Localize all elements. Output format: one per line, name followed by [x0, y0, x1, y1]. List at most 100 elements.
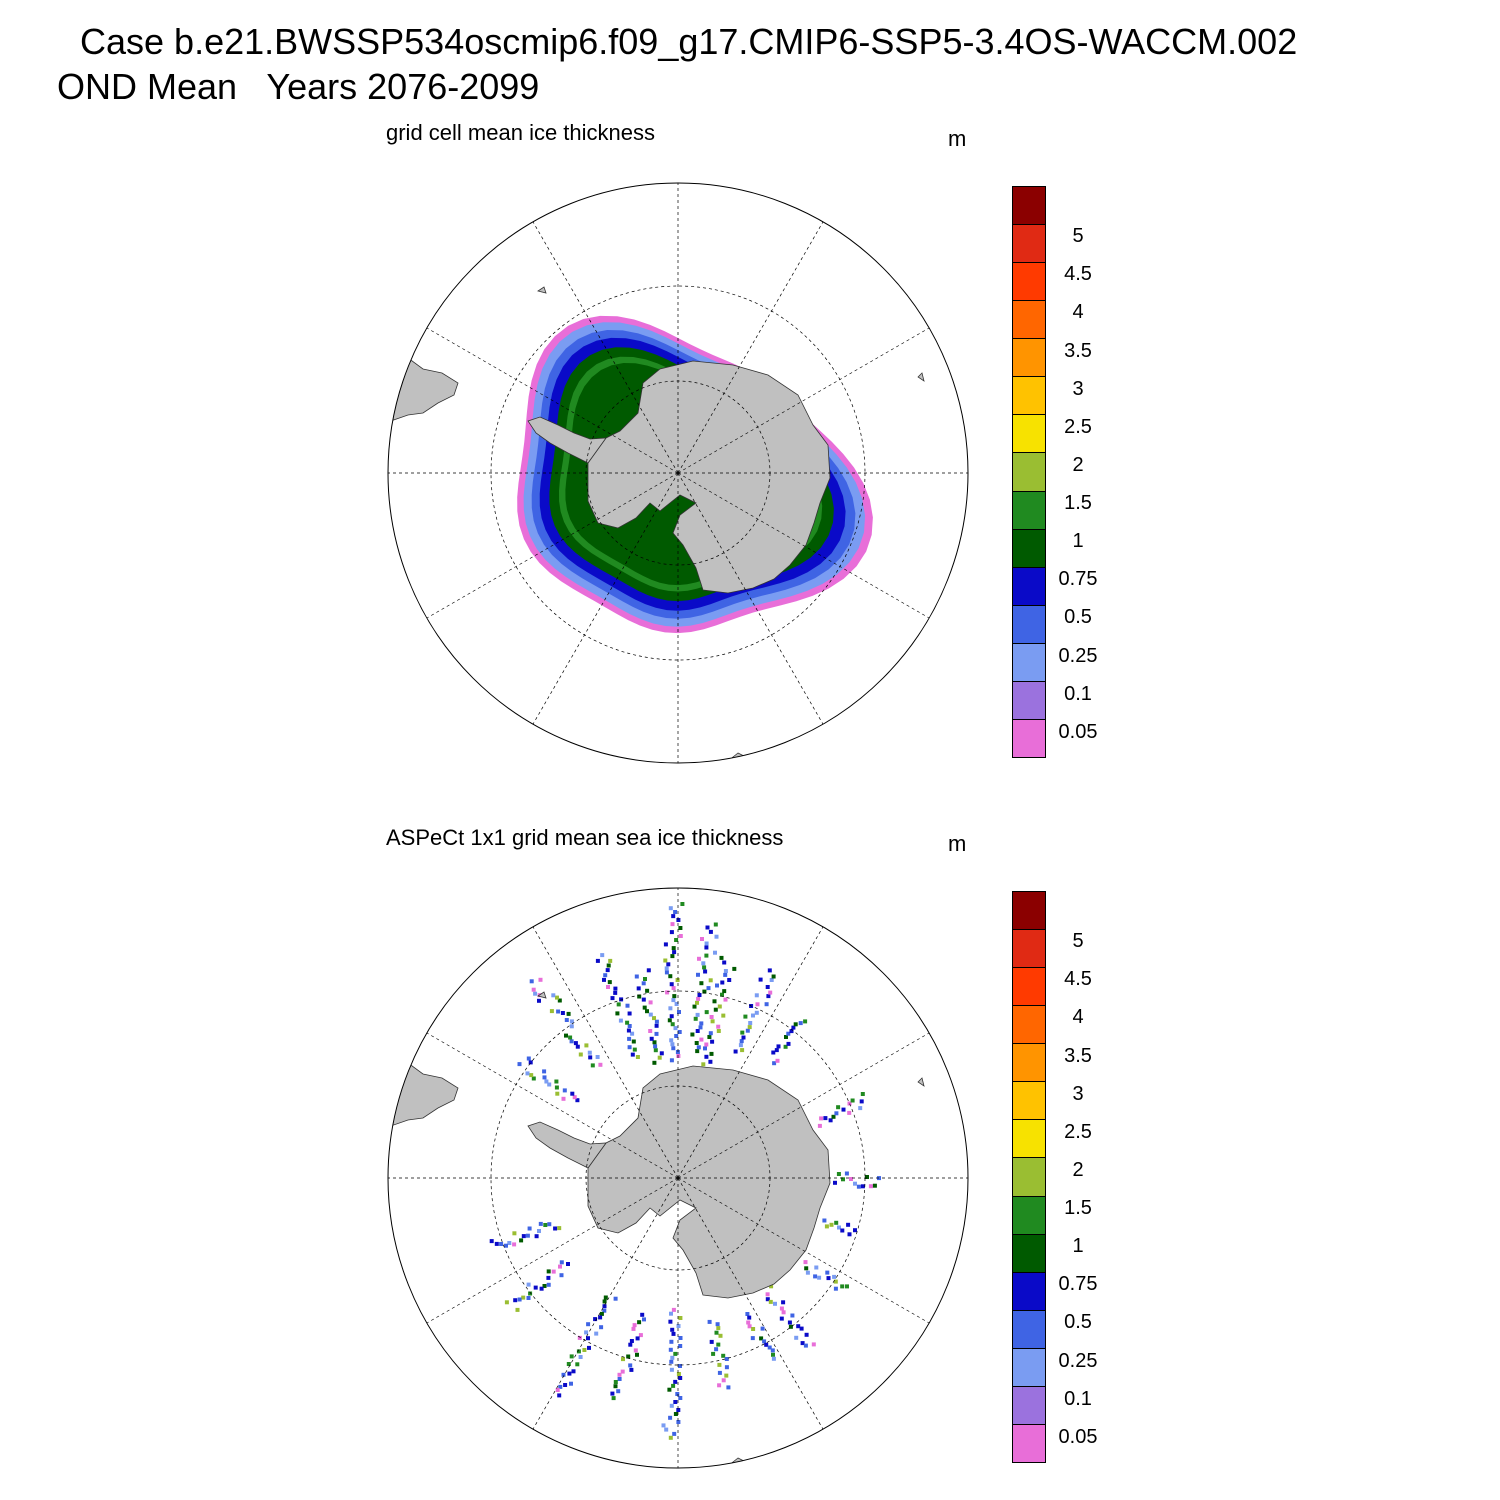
colorbar-box [1013, 1081, 1045, 1120]
obs-ice-cell [787, 1320, 792, 1325]
obs-ice-cell [534, 1234, 539, 1239]
obs-ice-cell [747, 1025, 752, 1030]
obs-ice-cell [840, 1284, 845, 1289]
obs-ice-cell [767, 968, 772, 973]
obs-ice-cell [669, 982, 674, 987]
obs-ice-cell [542, 1075, 547, 1080]
obs-ice-cell [631, 1039, 636, 1044]
obs-ice-cell [803, 1343, 808, 1348]
obs-ice-cell [551, 993, 556, 998]
obs-ice-cell [543, 1223, 548, 1227]
obs-ice-cell [575, 1362, 580, 1367]
obs-ice-cell [494, 1241, 499, 1246]
obs-ice-cell [850, 1098, 855, 1103]
obs-ice-cell [645, 1009, 649, 1014]
obs-ice-cell [740, 1048, 745, 1053]
colorbar-box [1013, 452, 1045, 491]
colorbar-box [1013, 566, 1045, 605]
obs-ice-cell [529, 979, 534, 984]
obs-ice-cell [723, 972, 728, 977]
obs-ice-cell [620, 1369, 625, 1374]
obs-ice-cell [670, 954, 675, 959]
obs-ice-cell [657, 1055, 662, 1060]
obs-ice-cell [573, 1041, 578, 1046]
obs-ice-cell [626, 1028, 631, 1033]
obs-ice-cell [555, 1091, 560, 1096]
obs-ice-cell [724, 1373, 729, 1378]
island-2 [537, 286, 547, 294]
obs-ice-cell [853, 1181, 857, 1186]
obs-ice-cell [533, 1285, 538, 1290]
obs-ice-cell [716, 1326, 721, 1331]
obs-ice-cell [722, 989, 727, 994]
obs-ice-cell [551, 1269, 556, 1274]
obs-ice-cell [791, 1025, 796, 1030]
obs-ice-cell [849, 1177, 853, 1181]
obs-ice-cell [504, 1300, 509, 1305]
obs-ice-cell [847, 1101, 852, 1106]
colorbar-box [1013, 414, 1045, 453]
obs-ice-cell [671, 986, 676, 991]
obs-ice-cell [641, 981, 646, 986]
obs-ice-cell [865, 1175, 869, 1179]
obs-ice-cell [669, 1038, 674, 1043]
obs-ice-cell [640, 1312, 645, 1317]
obs-ice-cell [670, 1042, 675, 1047]
obs-ice-cell [813, 1274, 818, 1279]
obs-ice-cell [751, 1013, 755, 1018]
colorbar-tick-label: 2.5 [1064, 1120, 1092, 1143]
obs-ice-cell [584, 1043, 589, 1048]
obs-ice-cell [860, 1184, 865, 1189]
obs-ice-cell [741, 1035, 746, 1040]
obs-ice-cell [661, 1423, 666, 1428]
obs-ice-cell [717, 1383, 722, 1388]
obs-ice-cell [678, 1336, 683, 1340]
obs-ice-cell [841, 1107, 846, 1112]
obs-ice-cell [805, 1270, 810, 1275]
obs-ice-cell [606, 963, 611, 968]
obs-ice-cell [599, 1311, 604, 1316]
obs-ice-cell [747, 1324, 752, 1329]
obs-ice-cell [652, 1040, 657, 1045]
obs-ice-cell [779, 1316, 784, 1321]
obs-ice-cell [586, 1322, 591, 1327]
figure-title-line-2: OND Mean Years 2076-2099 [57, 66, 540, 107]
colorbar-box [1013, 1423, 1045, 1462]
obs-ice-cell [670, 922, 675, 927]
obs-ice-cell [539, 1286, 544, 1291]
obs-ice-cell [521, 1295, 526, 1300]
obs-ice-cell [557, 998, 562, 1003]
obs-ice-cell [555, 1388, 560, 1392]
obs-ice-cell [845, 1284, 849, 1289]
colorbar-tick-label: 0.5 [1064, 1311, 1092, 1334]
obs-ice-cell [578, 1052, 583, 1057]
colorbar-box [1013, 224, 1045, 263]
obs-ice-cell [720, 992, 724, 997]
obs-ice-cell [704, 953, 709, 958]
obs-ice-cell [537, 998, 541, 1003]
obs-ice-cell [706, 986, 711, 991]
obs-ice-cell [576, 1349, 581, 1354]
obs-ice-cell [544, 1079, 549, 1084]
obs-ice-cell [634, 974, 639, 979]
longitude-line [677, 1177, 824, 1430]
obs-ice-cell [537, 1229, 541, 1233]
obs-ice-cell [668, 1319, 673, 1324]
obs-ice-cell [527, 1226, 532, 1231]
obs-ice-cell [769, 1284, 774, 1289]
obs-ice-cell [671, 946, 676, 951]
obs-ice-cell [566, 1262, 570, 1266]
obs-ice-cell [708, 1031, 713, 1036]
obs-ice-cell [811, 1342, 816, 1347]
obs-ice-cell [613, 1384, 618, 1389]
colorbar-box [1013, 1233, 1045, 1272]
obs-ice-cell [669, 1058, 674, 1063]
antarctica-landmass [587, 360, 831, 594]
longitude-line [532, 221, 679, 474]
obs-ice-cell [704, 941, 709, 946]
obs-ice-cell [745, 1312, 750, 1316]
obs-ice-cell [652, 1016, 656, 1021]
obs-ice-cell [669, 1311, 673, 1316]
colorbar-tick-label: 2 [1072, 1158, 1084, 1181]
colorbar-tick-label: 2.5 [1064, 415, 1092, 438]
